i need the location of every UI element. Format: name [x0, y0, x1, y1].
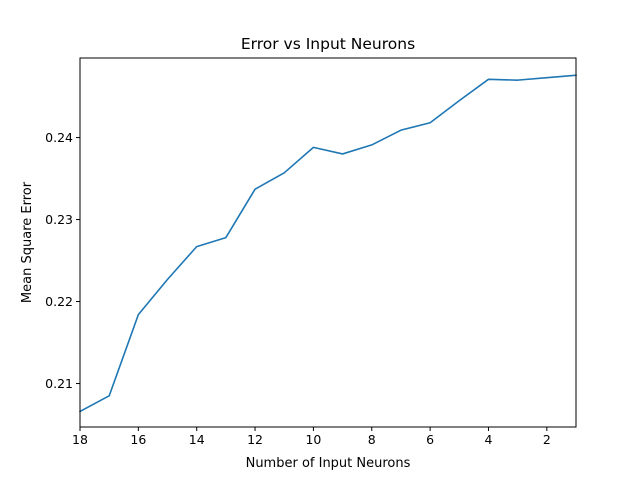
- plot-area: [78, 74, 577, 413]
- x-tick-label: 16: [130, 432, 146, 447]
- x-tick-label: 12: [247, 432, 263, 447]
- x-tick-label: 2: [543, 432, 551, 447]
- x-tick-label: 4: [484, 432, 492, 447]
- x-axis: 18 16 14 12 10 8 6 4 2: [72, 427, 551, 447]
- y-tick-label: 0.24: [45, 130, 73, 145]
- y-tick-label: 0.22: [45, 294, 73, 309]
- x-axis-label: Number of Input Neurons: [246, 456, 411, 471]
- chart-title: Error vs Input Neurons: [241, 35, 415, 53]
- series-line-0: [78, 74, 577, 413]
- x-tick-label: 8: [368, 432, 376, 447]
- y-tick-label: 0.23: [45, 212, 73, 227]
- x-tick-label: 14: [189, 432, 205, 447]
- y-axis: 0.21 0.22 0.23 0.24: [45, 130, 80, 391]
- y-axis-label: Mean Square Error: [20, 181, 35, 303]
- x-tick-label: 18: [72, 432, 88, 447]
- x-tick-label: 10: [305, 432, 321, 447]
- x-tick-label: 6: [426, 432, 434, 447]
- y-tick-label: 0.21: [45, 376, 73, 391]
- plot-frame: [79, 57, 577, 428]
